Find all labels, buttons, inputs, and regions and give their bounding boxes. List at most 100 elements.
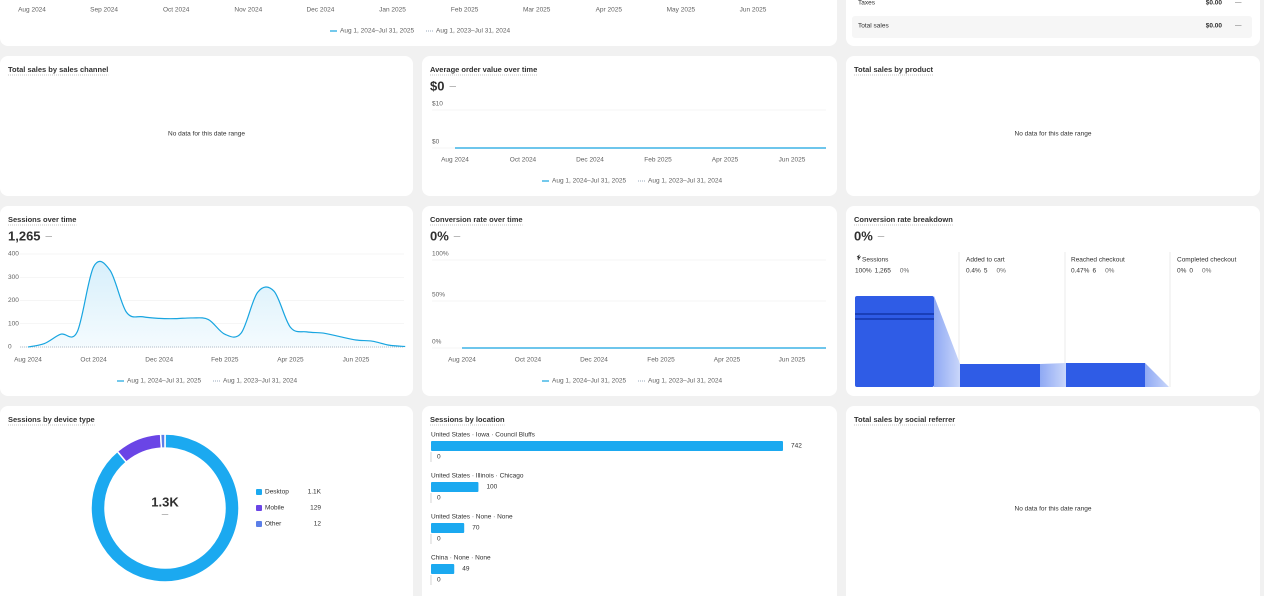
funnel-bar [1066,363,1145,387]
funnel-bar [960,364,1040,387]
card-title: Conversion rate over time [430,215,523,224]
x-tick-label: Jun 2025 [779,157,806,164]
x-tick-label: Jan 2025 [379,7,406,14]
metric-value: 0% [430,228,449,243]
metric-value: $0 [430,78,444,93]
x-tick-label: Nov 2024 [234,7,262,14]
legend-value: 129 [310,505,321,512]
legend-value: 12 [314,521,322,528]
card [0,0,837,46]
empty-state: No data for this date range [1015,131,1092,138]
y-tick-label: 400 [8,251,19,258]
y-tick-label: 100 [8,320,19,327]
summary-change: — [1235,0,1242,7]
x-tick-label: May 2025 [667,7,696,14]
stage-rate: 0.4% [966,268,981,275]
legend-label: Mobile [265,505,285,512]
legend-label: Aug 1, 2024–Jul 31, 2025 [340,28,414,35]
card-title: Total sales by sales channel [8,65,108,74]
x-tick-label: Apr 2025 [714,357,741,364]
donut-slice [90,433,240,583]
summary-change: — [1235,23,1242,30]
stage-rate: 0.47% [1071,268,1090,275]
stage-name: Completed checkout [1177,257,1236,264]
donut-total: 1.3K [151,494,179,509]
legend-label: Aug 1, 2023–Jul 31, 2024 [223,378,297,385]
legend-value: 1.1K [308,489,322,496]
funnel-flow [1040,363,1066,387]
x-tick-label: Aug 2024 [448,357,476,364]
x-tick-label: Jun 2025 [779,357,806,364]
previous-value: 0 [437,454,441,461]
x-tick-label: Aug 2024 [18,7,46,14]
x-tick-label: Feb 2025 [647,357,675,364]
x-tick-label: Oct 2024 [163,7,190,14]
card [0,56,413,196]
previous-value: 0 [437,536,441,543]
x-tick-label: Aug 2024 [441,157,469,164]
series-area [28,261,406,347]
metric-change: — [454,234,461,241]
metric-value: 1,265 [8,228,41,243]
x-tick-label: Jun 2025 [740,7,767,14]
donut-slice [159,433,166,449]
metric-value: 0% [854,228,873,243]
funnel-flow [934,296,960,387]
funnel-flow [1145,363,1169,387]
funnel-bar [855,296,934,387]
x-tick-label: Apr 2025 [277,357,304,364]
card-title: Average order value over time [430,65,537,74]
previous-value: 0 [437,577,441,584]
card-title: Conversion rate breakdown [854,215,953,224]
legend-label: Aug 1, 2024–Jul 31, 2025 [127,378,201,385]
legend-label: Aug 1, 2023–Jul 31, 2024 [648,378,722,385]
card [846,406,1260,596]
x-tick-label: Dec 2024 [145,357,173,364]
legend-swatch [256,521,262,527]
stage-name: Sessions [862,257,889,264]
summary-label: Taxes [858,0,876,7]
bar-value: 742 [791,443,802,450]
x-tick-label: Feb 2025 [211,357,239,364]
bar [431,564,455,574]
y-tick-label: 300 [8,274,19,281]
x-tick-label: Aug 2024 [14,357,42,364]
y-tick-label: 0 [8,344,12,351]
y-tick-label: $10 [432,101,443,108]
metric-change: — [46,234,53,241]
x-tick-label: Sep 2024 [90,7,118,14]
stage-rate: 0% [1177,268,1187,275]
card [0,206,413,396]
card [846,56,1260,196]
previous-value: 0 [437,495,441,502]
legend-swatch [256,505,262,511]
location-name: United States · Iowa · Council Bluffs [431,432,536,439]
card-title: Sessions over time [8,215,76,224]
legend-label: Aug 1, 2024–Jul 31, 2025 [552,378,626,385]
x-tick-label: Oct 2024 [80,357,107,364]
metric-change: — [878,234,885,241]
stage-change: 0% [996,268,1006,275]
legend-label: Other [265,521,282,528]
x-tick-label: Apr 2025 [712,157,739,164]
y-tick-label: 100% [432,251,449,258]
stage-name: Reached checkout [1071,257,1125,264]
bar [431,523,465,533]
legend-label: Aug 1, 2023–Jul 31, 2024 [436,28,510,35]
x-tick-label: Dec 2024 [580,357,608,364]
bar-value: 100 [486,484,497,491]
location-name: United States · Illinois · Chicago [431,473,524,480]
summary-value: $0.00 [1206,0,1223,7]
legend-label: Aug 1, 2023–Jul 31, 2024 [648,178,722,185]
x-tick-label: Feb 2025 [644,157,672,164]
card [422,56,837,196]
bar [431,482,479,492]
summary-value: $0.00 [1206,23,1223,30]
x-tick-label: Apr 2025 [596,7,623,14]
card-title: Total sales by social referrer [854,415,955,424]
funnel-stripe [855,313,934,315]
y-tick-label: $0 [432,139,440,146]
stage-change: 0% [1105,268,1115,275]
x-tick-label: Dec 2024 [576,157,604,164]
